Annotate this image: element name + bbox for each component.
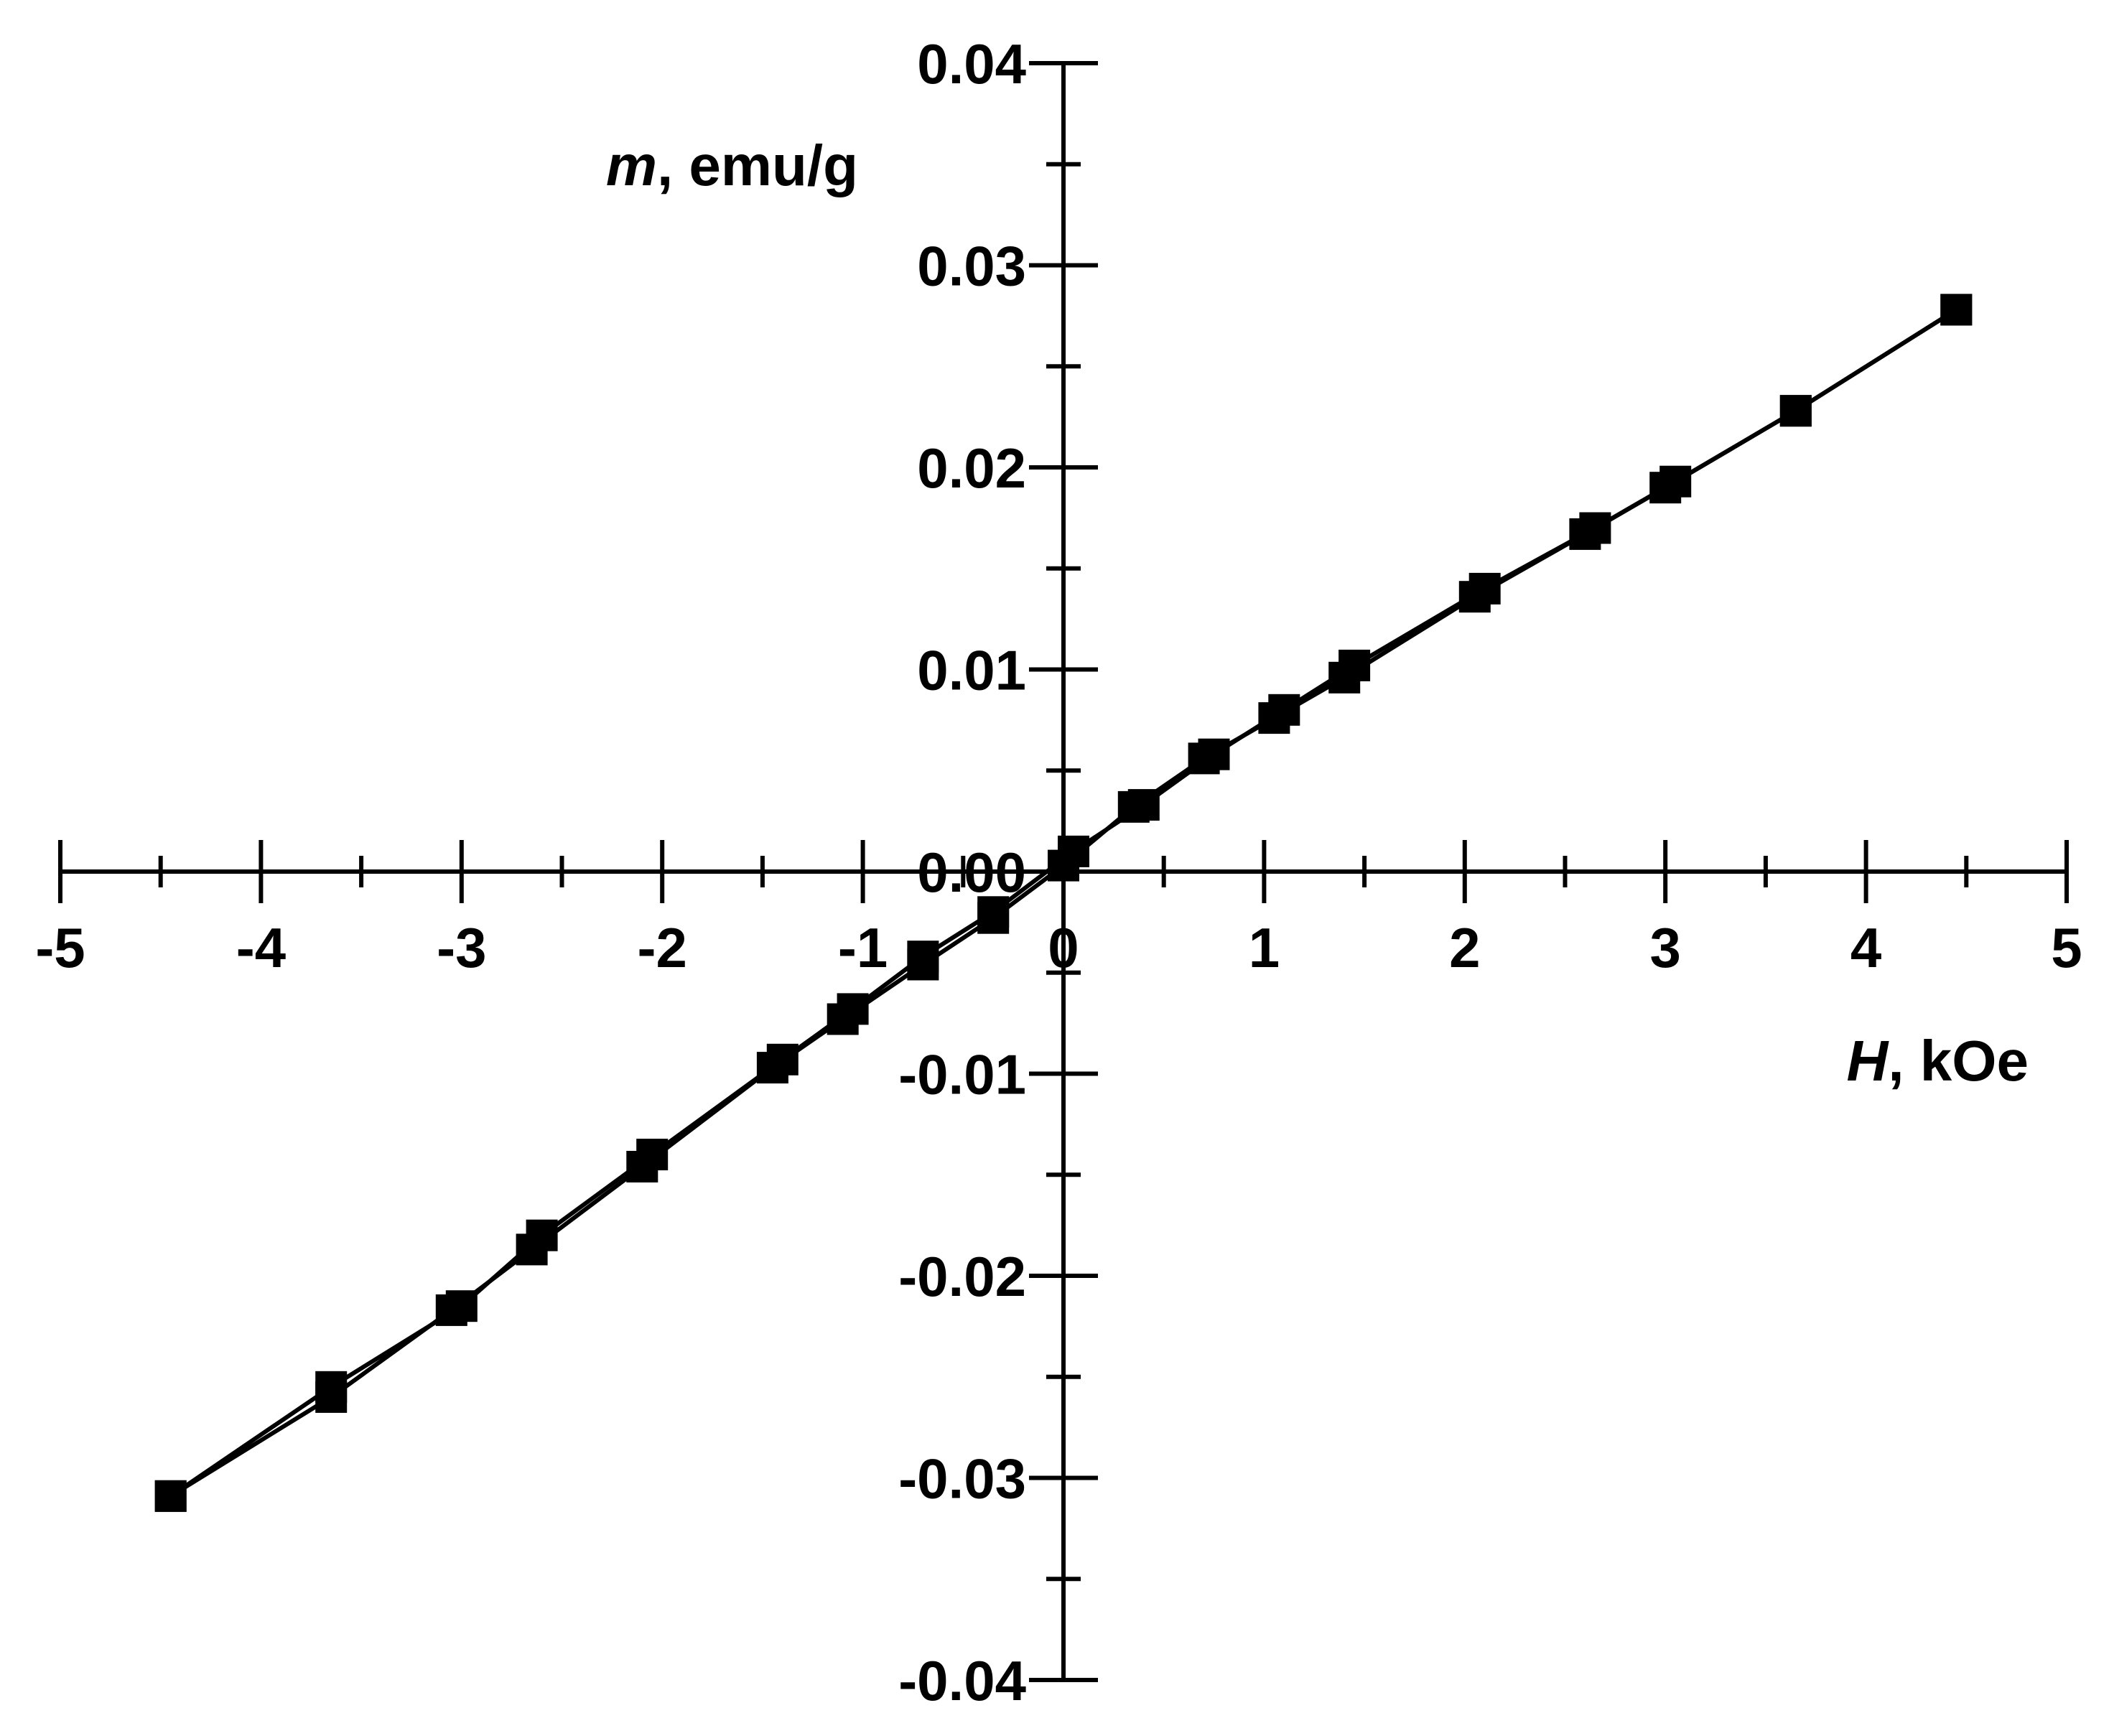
x-tick-label: -5 (35, 916, 85, 979)
y-axis-variable: m (606, 134, 657, 197)
x-tick-label: 4 (1850, 916, 1881, 979)
data-point-marker (636, 1139, 669, 1171)
data-point-marker (907, 941, 939, 973)
x-tick-label: 2 (1449, 916, 1480, 979)
x-tick-label: -2 (638, 916, 687, 979)
x-tick-label: 5 (2051, 916, 2082, 979)
x-tick-label: -1 (838, 916, 888, 979)
x-axis-variable: H (1847, 1029, 1890, 1093)
data-series (154, 294, 1973, 1512)
ticks (58, 61, 2069, 1682)
x-tick-label: -4 (236, 916, 286, 979)
data-point-marker (837, 993, 869, 1025)
data-point-marker (766, 1043, 799, 1075)
x-tick-label: 1 (1249, 916, 1280, 979)
data-point-marker (526, 1219, 558, 1251)
data-point-marker (1779, 395, 1812, 427)
y-tick-label: 0.00 (917, 841, 1026, 904)
data-point-marker (315, 1371, 348, 1403)
x-tick-label: 3 (1650, 916, 1681, 979)
data-point-marker (154, 1480, 187, 1512)
data-point-marker (1198, 738, 1230, 770)
x-tick-label: -3 (437, 916, 486, 979)
data-point-marker (1468, 572, 1501, 605)
y-axis-unit: , emu/g (657, 134, 858, 197)
y-tick-label: -0.03 (898, 1447, 1026, 1511)
data-point-marker (977, 896, 1010, 928)
x-tick-label: 0 (1048, 916, 1079, 979)
y-tick-label: 0.04 (917, 32, 1026, 95)
data-point-marker (1268, 694, 1300, 726)
y-tick-label: -0.01 (898, 1043, 1026, 1106)
y-tick-label: -0.02 (898, 1245, 1026, 1308)
y-tick-label: 0.02 (917, 437, 1026, 500)
x-axis-unit: , kOe (1888, 1029, 2029, 1093)
x-axis-title: H, kOe (1847, 1029, 2029, 1093)
data-point-marker (1339, 649, 1371, 681)
y-tick-label: 0.01 (917, 639, 1026, 702)
data-point-marker (1940, 294, 1973, 326)
y-tick-label: 0.03 (917, 235, 1026, 298)
data-point-marker (1127, 789, 1160, 821)
y-tick-label: -0.04 (898, 1649, 1026, 1712)
tick-labels: -5 -4 -3 -2 -1 0 1 2 3 4 5 0.04 0.03 0.02 0.01 0.00 -0.0… (35, 32, 2082, 1712)
data-point-marker (1058, 835, 1089, 867)
y-axis-title: m, emu/g (606, 134, 858, 197)
data-point-marker (1579, 512, 1611, 544)
data-point-marker (445, 1290, 478, 1322)
data-point-marker (1659, 465, 1692, 498)
